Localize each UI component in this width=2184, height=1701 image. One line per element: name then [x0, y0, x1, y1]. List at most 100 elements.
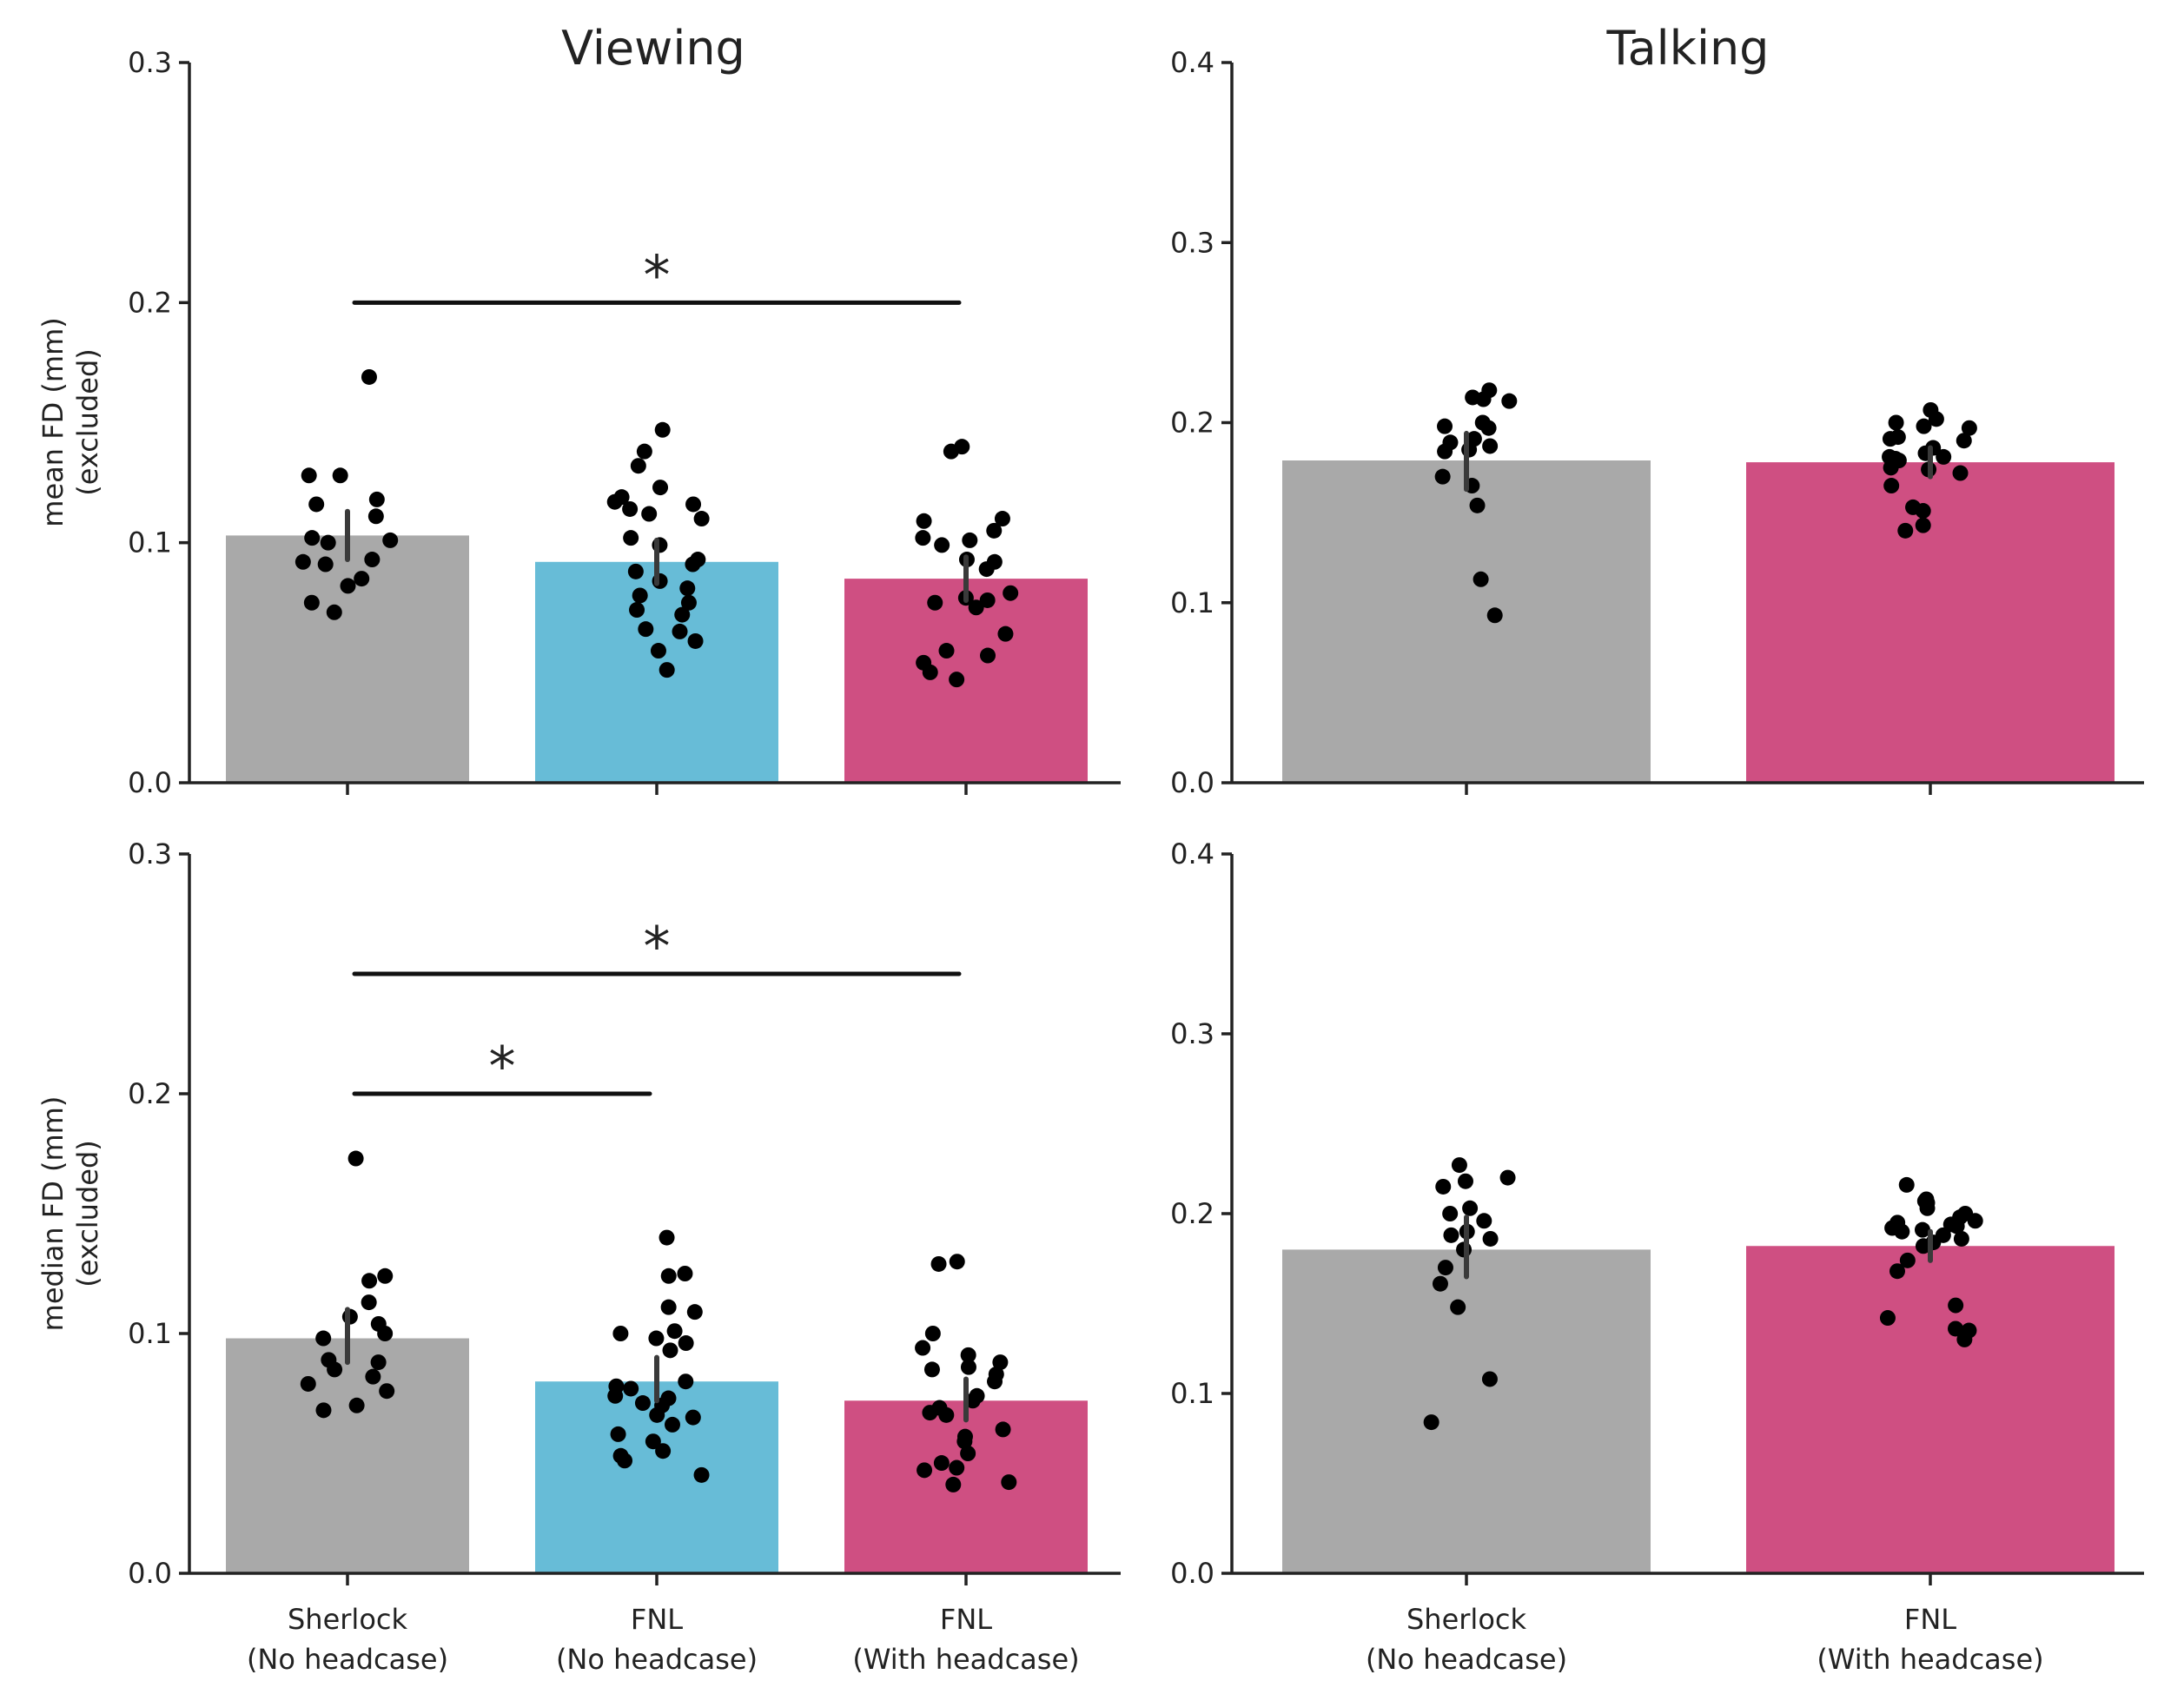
data-point	[327, 1361, 343, 1378]
data-point	[361, 1273, 378, 1289]
data-point	[606, 493, 623, 510]
data-point	[933, 1455, 950, 1472]
data-point	[1919, 1200, 1936, 1216]
y-tick-label: 0.2	[1170, 407, 1214, 440]
y-tick-label: 0.0	[1170, 1557, 1214, 1590]
data-point	[1879, 1310, 1896, 1327]
data-point	[364, 552, 381, 568]
data-point	[636, 443, 652, 460]
data-point	[315, 1402, 332, 1419]
data-point	[332, 467, 348, 484]
data-point	[649, 1406, 665, 1423]
data-point	[686, 1304, 703, 1320]
data-point	[949, 672, 965, 688]
y-tick-label: 0.4	[1170, 46, 1214, 79]
data-point	[687, 632, 704, 649]
data-point	[987, 1373, 1003, 1390]
data-point	[938, 643, 955, 659]
y-tick-label: 0.2	[1170, 1197, 1214, 1230]
y-tick-label: 0.0	[128, 766, 172, 799]
data-point	[1450, 1299, 1466, 1315]
data-point	[678, 1335, 694, 1352]
x-tick-label: (No headcase)	[1366, 1643, 1567, 1676]
data-point	[379, 1383, 395, 1400]
data-point	[923, 1361, 940, 1378]
data-point	[370, 1354, 387, 1371]
data-point	[622, 500, 639, 517]
data-point	[340, 578, 356, 594]
data-point	[1423, 1414, 1439, 1431]
data-point	[922, 1405, 938, 1421]
data-point	[650, 643, 666, 659]
data-point	[938, 1406, 955, 1423]
data-point	[1435, 1178, 1452, 1195]
data-point	[320, 534, 336, 551]
data-point	[677, 1266, 693, 1281]
data-point	[664, 1416, 680, 1433]
data-point	[1914, 1221, 1930, 1238]
data-point	[662, 1342, 678, 1359]
data-point	[659, 662, 675, 678]
data-point	[986, 522, 1003, 539]
data-point	[638, 621, 654, 638]
data-point	[632, 587, 648, 604]
data-point	[1001, 1474, 1017, 1491]
data-point	[654, 421, 671, 438]
data-point	[610, 1426, 626, 1442]
data-point	[930, 1255, 947, 1272]
data-point	[1442, 1206, 1459, 1221]
data-point	[377, 1326, 394, 1341]
data-point	[354, 571, 370, 587]
data-point	[648, 1330, 665, 1347]
data-point	[326, 604, 342, 620]
panel-top-right: 0.0 0.1 0.2 0.3 0.4 Talking	[1170, 21, 2144, 799]
data-point	[960, 1359, 976, 1375]
data-point	[1952, 465, 1969, 481]
y-tick-label: 0.3	[1170, 226, 1214, 259]
data-point	[1948, 1297, 1964, 1314]
data-point	[945, 1476, 962, 1493]
data-point	[1451, 1157, 1467, 1174]
y-tick-label: 0.1	[1170, 586, 1214, 619]
significance-star: *	[644, 243, 671, 307]
data-point	[1915, 1238, 1931, 1254]
data-point	[1915, 517, 1931, 533]
y-tick-label: 0.2	[128, 1077, 172, 1110]
data-point	[1888, 414, 1904, 431]
x-tick-label: (With headcase)	[1817, 1643, 2043, 1676]
x-tick-label: Sherlock	[288, 1603, 408, 1636]
data-point	[1928, 411, 1944, 427]
x-tick-label: (No headcase)	[556, 1643, 758, 1676]
data-point	[627, 563, 644, 579]
data-point	[1889, 1263, 1905, 1280]
data-point	[1434, 468, 1451, 485]
bar-1	[1746, 462, 2115, 783]
data-point	[922, 664, 938, 680]
data-point	[612, 1326, 629, 1341]
x-tick-label: (With headcase)	[852, 1643, 1079, 1676]
data-point	[630, 458, 646, 474]
data-point	[979, 592, 996, 608]
data-point	[1501, 393, 1518, 409]
data-point	[1437, 443, 1453, 460]
data-point	[674, 606, 691, 623]
data-point	[1443, 1227, 1459, 1243]
data-point	[1482, 1230, 1499, 1247]
data-point	[994, 511, 1010, 527]
data-point	[997, 625, 1014, 642]
data-point	[617, 1453, 633, 1469]
data-point	[934, 537, 950, 553]
data-point	[659, 1229, 675, 1246]
data-point	[943, 443, 959, 460]
data-point	[1956, 433, 1972, 449]
data-point	[685, 556, 701, 573]
data-point	[1003, 585, 1019, 601]
data-point	[962, 532, 978, 548]
bar-0	[226, 535, 469, 783]
bar-2	[844, 579, 1088, 783]
data-point	[1897, 522, 1914, 539]
data-point	[1956, 1331, 1973, 1347]
significance-star: *	[644, 915, 671, 978]
data-point	[623, 1380, 639, 1397]
data-point	[1949, 1218, 1965, 1234]
